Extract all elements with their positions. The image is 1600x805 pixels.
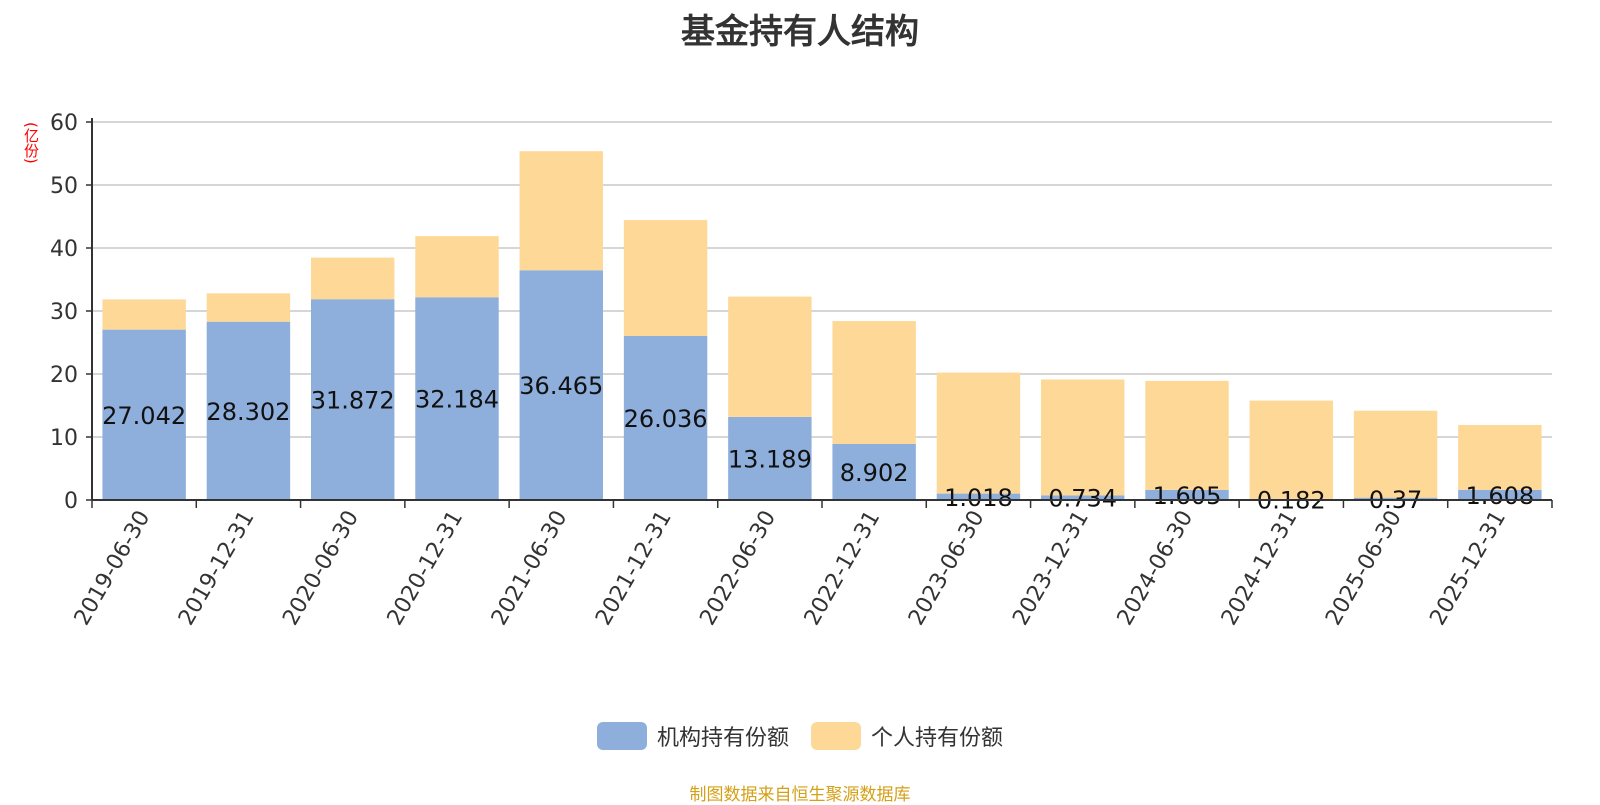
x-tick-label: 2019-06-30 [70, 507, 156, 630]
bar-institutional [311, 299, 395, 500]
data-label-institutional: 1.608 [1465, 482, 1534, 510]
x-tick-label: 2025-12-31 [1425, 507, 1511, 630]
data-label-institutional: 27.042 [102, 402, 186, 430]
bar-individual [206, 293, 291, 322]
x-tick-label: 2023-06-30 [904, 507, 990, 630]
x-tick-label: 2023-12-31 [1008, 507, 1094, 630]
x-tick-label: 2020-06-30 [278, 507, 364, 630]
data-label-institutional: 1.018 [944, 484, 1013, 512]
legend: 机构持有份额 个人持有份额 [0, 720, 1600, 752]
bar-individual [623, 220, 708, 336]
chart-plot: 0 10 20 30 40 50 60 27.042 28.302 31.872 32.184 36.… [50, 111, 1553, 630]
bar-individual [415, 236, 499, 298]
bar-individual [1145, 380, 1229, 490]
x-tick-label: 2024-06-30 [1113, 507, 1199, 630]
data-label-institutional: 13.189 [728, 445, 812, 473]
data-label-institutional: 1.605 [1153, 482, 1222, 510]
x-tick-label: 2022-06-30 [695, 507, 781, 630]
legend-item-individual[interactable]: 个人持有份额 [811, 720, 1003, 752]
data-label-institutional: 31.872 [311, 387, 395, 415]
data-label-institutional: 0.734 [1048, 485, 1117, 513]
y-tick-label: 0 [64, 489, 78, 514]
bar-institutional [936, 493, 1021, 500]
data-label-institutional: 8.902 [840, 459, 909, 487]
legend-item-institutional[interactable]: 机构持有份额 [596, 720, 789, 752]
y-tick-label: 40 [50, 237, 78, 262]
x-tick-label: 2025-06-30 [1321, 507, 1407, 630]
data-label-institutional: 28.302 [206, 398, 290, 426]
y-axis-label: (亿份) [22, 122, 40, 164]
bar-institutional [623, 335, 708, 500]
legend-label-institutional: 机构持有份额 [656, 726, 789, 751]
bar-institutional [1145, 489, 1229, 500]
bar-institutional [519, 270, 603, 500]
legend-swatch-individual [811, 722, 861, 750]
bar-institutional [206, 321, 291, 500]
bar-individual [728, 296, 812, 417]
y-tick-label: 50 [50, 174, 78, 199]
bar-institutional [1041, 495, 1125, 500]
data-label-institutional: 36.465 [519, 372, 603, 400]
y-tick-label: 10 [50, 426, 78, 451]
bar-individual [832, 321, 916, 444]
y-tick-label: 20 [50, 363, 78, 388]
bar-individual [1353, 410, 1438, 498]
bar-individual [1458, 424, 1542, 490]
bar-individual [936, 372, 1021, 494]
x-tick-label: 2021-06-30 [487, 507, 573, 630]
bar-individual [1249, 400, 1333, 499]
bar-individual [102, 299, 186, 330]
bar-institutional [1458, 489, 1542, 500]
y-tick-label: 60 [50, 111, 78, 136]
bar-individual [519, 151, 603, 271]
x-tick-label: 2019-12-31 [174, 507, 260, 630]
bar-institutional [832, 443, 916, 500]
x-tick-label: 2024-12-31 [1217, 507, 1303, 630]
bar-institutional [102, 329, 186, 500]
chart-title: 基金持有人结构 [681, 12, 919, 52]
data-label-institutional: 26.036 [624, 405, 708, 433]
y-tick-label: 30 [50, 300, 78, 325]
x-tick-label: 2020-12-31 [383, 507, 469, 630]
legend-swatch-institutional [596, 722, 647, 750]
x-tick-label: 2021-12-31 [591, 507, 677, 630]
bar-institutional [415, 297, 499, 500]
bar-institutional [728, 416, 812, 500]
source-note: 制图数据来自恒生聚源数据库 [689, 785, 911, 805]
bar-institutional [1353, 497, 1438, 500]
bar-individual [311, 257, 395, 300]
legend-label-individual: 个人持有份额 [871, 726, 1004, 751]
data-label-institutional: 32.184 [415, 386, 499, 414]
x-tick-label: 2022-12-31 [800, 507, 886, 630]
bar-individual [1041, 379, 1125, 496]
